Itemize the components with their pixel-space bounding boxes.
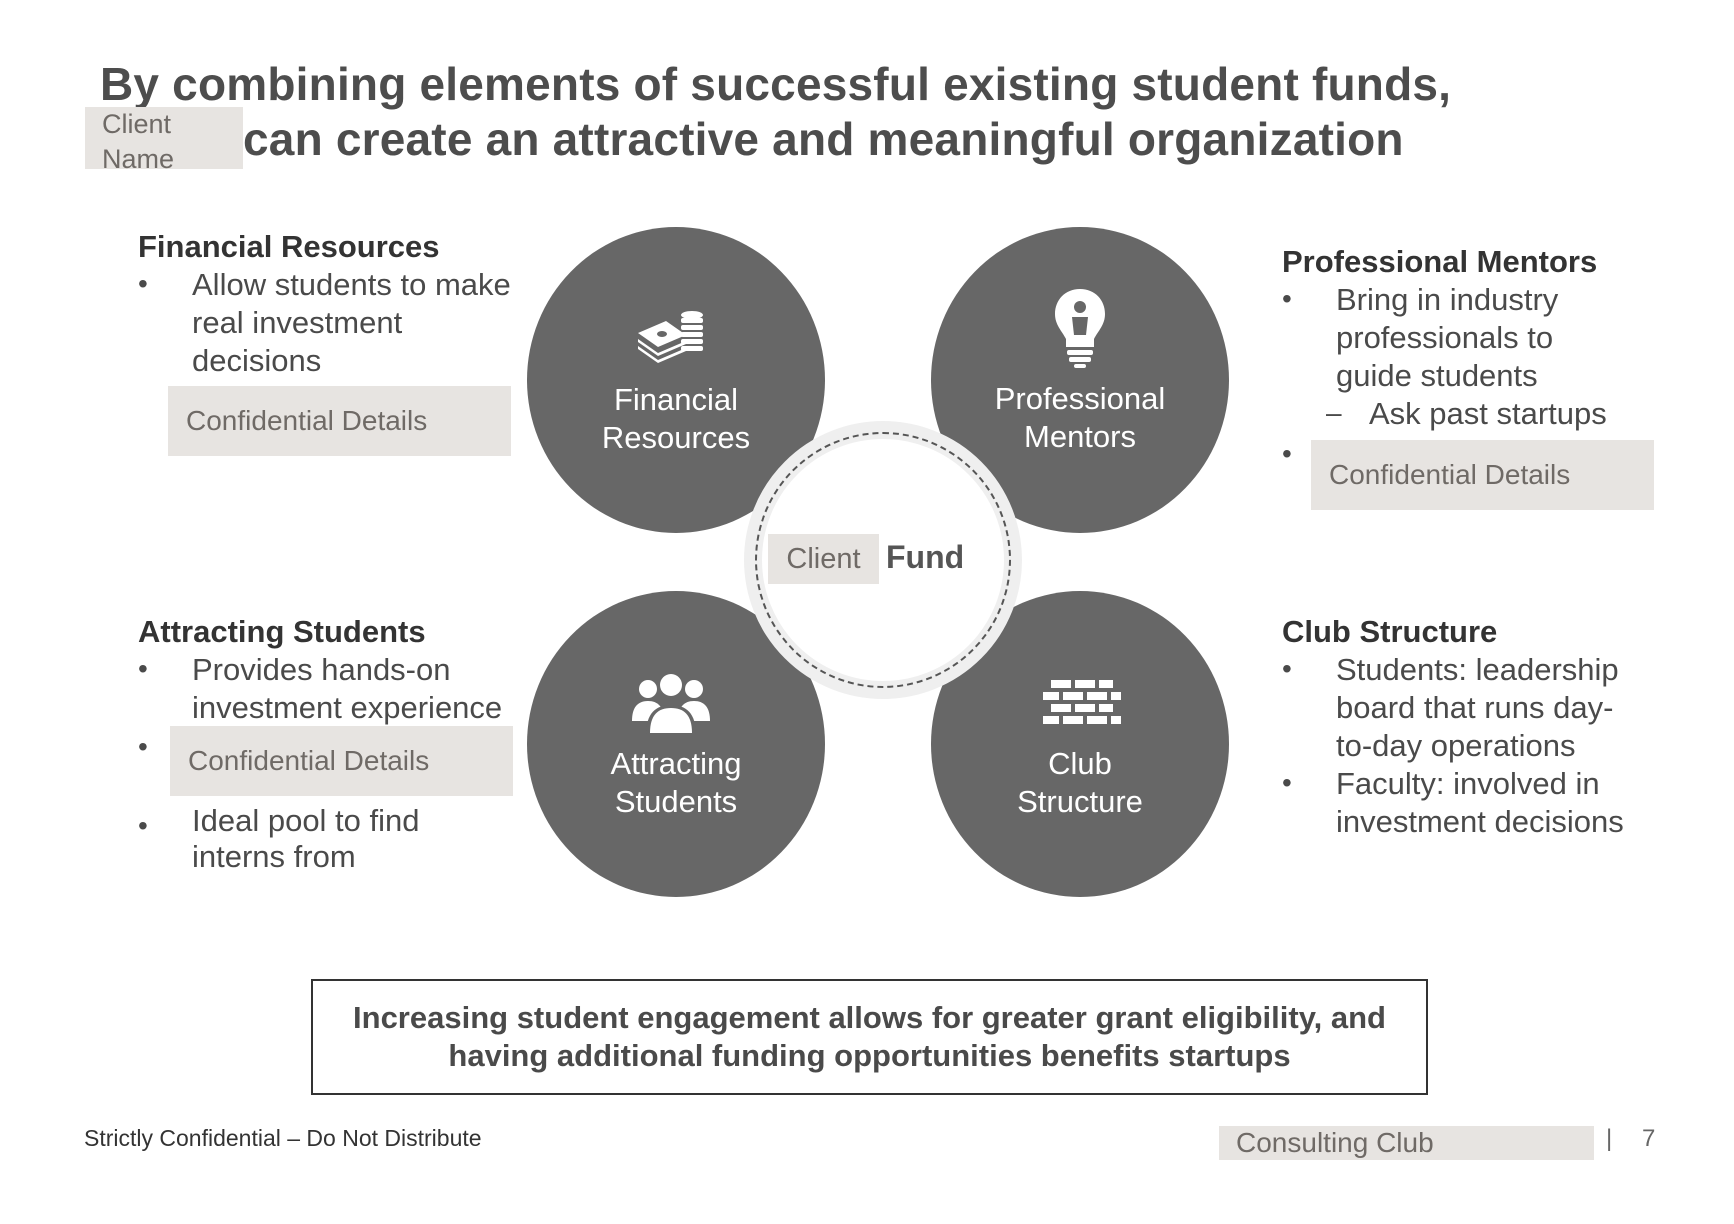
attracting-heading: Attracting Students	[138, 614, 426, 649]
club-bullet-2: Faculty: involved in investment decision…	[1336, 766, 1624, 839]
dash-marker: –	[1326, 397, 1342, 428]
bullet-dot: •	[138, 653, 148, 684]
mentors-heading: Professional Mentors	[1282, 244, 1598, 279]
title-line-1: By combining elements of successful exis…	[100, 58, 1452, 110]
bullet-dot: •	[1282, 767, 1292, 798]
center-fund-label: Fund	[886, 539, 965, 575]
key-takeaway-box: Increasing student engagement allows for…	[311, 979, 1428, 1095]
people-group-icon	[632, 671, 710, 735]
title-line-2: can create an attractive and meaningful …	[243, 113, 1404, 165]
financial-heading: Financial Resources	[138, 229, 440, 264]
club-circle-label: Club Structure	[1017, 746, 1143, 819]
attracting-bullet-1: Provides hands-on investment experience	[192, 652, 503, 725]
financial-confidential-redaction: Confidential Details	[168, 386, 511, 456]
client-name-redaction: Client Name	[85, 107, 243, 174]
consulting-club-label: Consulting Club	[1219, 1126, 1594, 1160]
bullet-dot: •	[1282, 283, 1292, 314]
center-dashed-ring	[755, 432, 1011, 688]
bullet-dot: •	[1282, 438, 1292, 469]
confidentiality-notice: Strictly Confidential – Do Not Distribut…	[84, 1125, 482, 1151]
attracting-circle-label: Attracting Students	[610, 746, 742, 819]
financial-circle-label: Financial Resources	[601, 382, 751, 455]
bullet-dot: •	[138, 731, 148, 762]
attracting-confidential-redaction: Confidential Details	[170, 726, 513, 796]
page-number: 7	[1642, 1125, 1656, 1152]
club-bullet-1: Students: leadership board that runs day…	[1336, 652, 1619, 763]
center-client-redaction: Client	[768, 534, 879, 584]
mentors-sub-bullet: Ask past startups	[1369, 396, 1607, 431]
bullet-dot: •	[1282, 653, 1292, 684]
lightbulb-person-icon	[1055, 289, 1105, 368]
footer-separator: |	[1606, 1125, 1613, 1152]
club-heading: Club Structure	[1282, 614, 1498, 649]
bullet-dot: •	[138, 810, 148, 841]
bullet-dot: •	[138, 268, 148, 299]
attracting-bullet-3: Ideal pool to find interns from	[192, 803, 420, 874]
money-stack-icon	[638, 311, 703, 363]
brick-wall-icon	[1043, 680, 1121, 724]
mentors-bullet-1: Bring in industry professionals to guide…	[1336, 282, 1559, 393]
mentors-confidential-redaction: Confidential Details	[1311, 440, 1654, 510]
mentors-circle-label: Professional Mentors	[994, 381, 1166, 454]
financial-bullet-1: Allow students to make real investment d…	[192, 267, 511, 378]
